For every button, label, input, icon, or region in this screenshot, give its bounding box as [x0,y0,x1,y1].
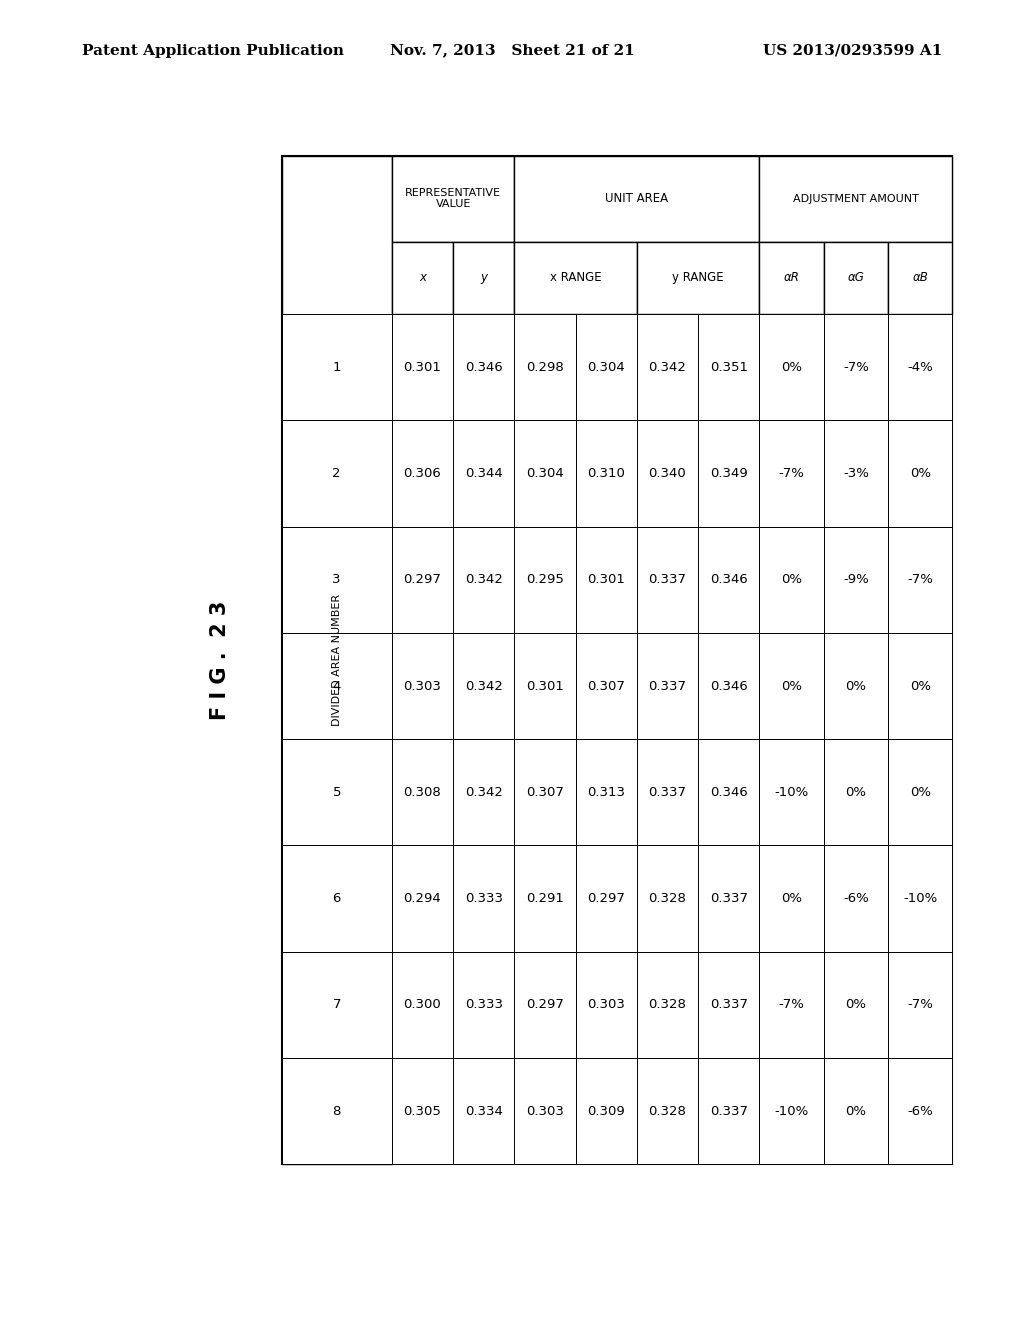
Text: 0.304: 0.304 [526,467,564,480]
Text: -3%: -3% [843,467,868,480]
Text: 8: 8 [333,1105,341,1118]
Text: 0%: 0% [781,680,802,693]
Text: -7%: -7% [907,573,933,586]
Text: 0.346: 0.346 [465,360,503,374]
Text: 0.303: 0.303 [526,1105,564,1118]
Text: 0.297: 0.297 [588,892,626,906]
Text: 6: 6 [333,892,341,906]
Text: US 2013/0293599 A1: US 2013/0293599 A1 [763,44,942,58]
Text: Nov. 7, 2013   Sheet 21 of 21: Nov. 7, 2013 Sheet 21 of 21 [389,44,635,58]
Text: 0%: 0% [781,892,802,906]
Text: 0.309: 0.309 [588,1105,625,1118]
Text: 0.306: 0.306 [403,467,441,480]
Text: 5: 5 [333,785,341,799]
Text: REPRESENTATIVE
VALUE: REPRESENTATIVE VALUE [406,187,501,210]
Text: 0.295: 0.295 [526,573,564,586]
Text: 0.342: 0.342 [465,573,503,586]
Text: 0.337: 0.337 [710,998,748,1011]
Text: 0.328: 0.328 [648,1105,686,1118]
Text: 0%: 0% [909,785,931,799]
Text: 0%: 0% [781,360,802,374]
Text: 0.337: 0.337 [648,785,686,799]
Text: 0.301: 0.301 [403,360,441,374]
Text: 0.346: 0.346 [710,680,748,693]
Text: 0.344: 0.344 [465,467,503,480]
Text: x RANGE: x RANGE [550,272,601,284]
Text: x: x [419,272,426,284]
Text: 0.337: 0.337 [710,1105,748,1118]
Text: -10%: -10% [774,785,809,799]
Text: αB: αB [912,272,928,284]
Text: -10%: -10% [774,1105,809,1118]
Text: αR: αR [783,272,800,284]
Text: -10%: -10% [903,892,937,906]
Text: 0.333: 0.333 [465,892,503,906]
Text: Patent Application Publication: Patent Application Publication [82,44,344,58]
Text: 0.307: 0.307 [588,680,626,693]
Text: 0.342: 0.342 [648,360,686,374]
Text: -6%: -6% [843,892,868,906]
Text: -7%: -7% [778,998,805,1011]
Text: 0%: 0% [846,785,866,799]
Text: 0.349: 0.349 [710,467,748,480]
Text: UNIT AREA: UNIT AREA [605,193,669,205]
Text: 0.298: 0.298 [526,360,564,374]
Text: 0.313: 0.313 [587,785,626,799]
Text: 0%: 0% [846,998,866,1011]
Text: 0.305: 0.305 [403,1105,441,1118]
Text: 0.337: 0.337 [710,892,748,906]
Text: 0.342: 0.342 [465,785,503,799]
Text: -7%: -7% [843,360,868,374]
Text: 0.337: 0.337 [648,573,686,586]
Text: -6%: -6% [907,1105,933,1118]
Text: 0.294: 0.294 [403,892,441,906]
Text: 3: 3 [333,573,341,586]
Text: 0.346: 0.346 [710,785,748,799]
Text: -4%: -4% [907,360,933,374]
Text: DIVIDED AREA NUMBER: DIVIDED AREA NUMBER [332,594,342,726]
Text: 0%: 0% [846,1105,866,1118]
Text: -9%: -9% [843,573,868,586]
Text: 0.304: 0.304 [588,360,625,374]
Text: 7: 7 [333,998,341,1011]
Text: 0.297: 0.297 [526,998,564,1011]
Text: 0.301: 0.301 [526,680,564,693]
Text: F I G .  2 3: F I G . 2 3 [210,601,230,719]
Text: 0.301: 0.301 [588,573,626,586]
Text: 0%: 0% [909,680,931,693]
Text: y: y [480,272,487,284]
Text: 0.303: 0.303 [403,680,441,693]
Text: 0.334: 0.334 [465,1105,503,1118]
Text: 0%: 0% [846,680,866,693]
Text: 0.303: 0.303 [588,998,626,1011]
Text: 0.310: 0.310 [588,467,626,480]
Text: 0.328: 0.328 [648,892,686,906]
Text: 0.308: 0.308 [403,785,441,799]
Text: 4: 4 [333,680,341,693]
Text: 0.328: 0.328 [648,998,686,1011]
Text: 0.346: 0.346 [710,573,748,586]
Text: 0.342: 0.342 [465,680,503,693]
Text: 2: 2 [333,467,341,480]
Text: 0.297: 0.297 [403,573,441,586]
Text: 0.351: 0.351 [710,360,748,374]
Text: 0.333: 0.333 [465,998,503,1011]
Text: -7%: -7% [907,998,933,1011]
Text: -7%: -7% [778,467,805,480]
Text: ADJUSTMENT AMOUNT: ADJUSTMENT AMOUNT [793,194,919,203]
Text: 1: 1 [333,360,341,374]
Text: y RANGE: y RANGE [673,272,724,284]
Text: 0%: 0% [781,573,802,586]
Text: 0.300: 0.300 [403,998,441,1011]
Text: αG: αG [848,272,864,284]
Text: 0.307: 0.307 [526,785,564,799]
Text: 0.291: 0.291 [526,892,564,906]
Text: 0.337: 0.337 [648,680,686,693]
Text: 0%: 0% [909,467,931,480]
Text: 0.340: 0.340 [648,467,686,480]
